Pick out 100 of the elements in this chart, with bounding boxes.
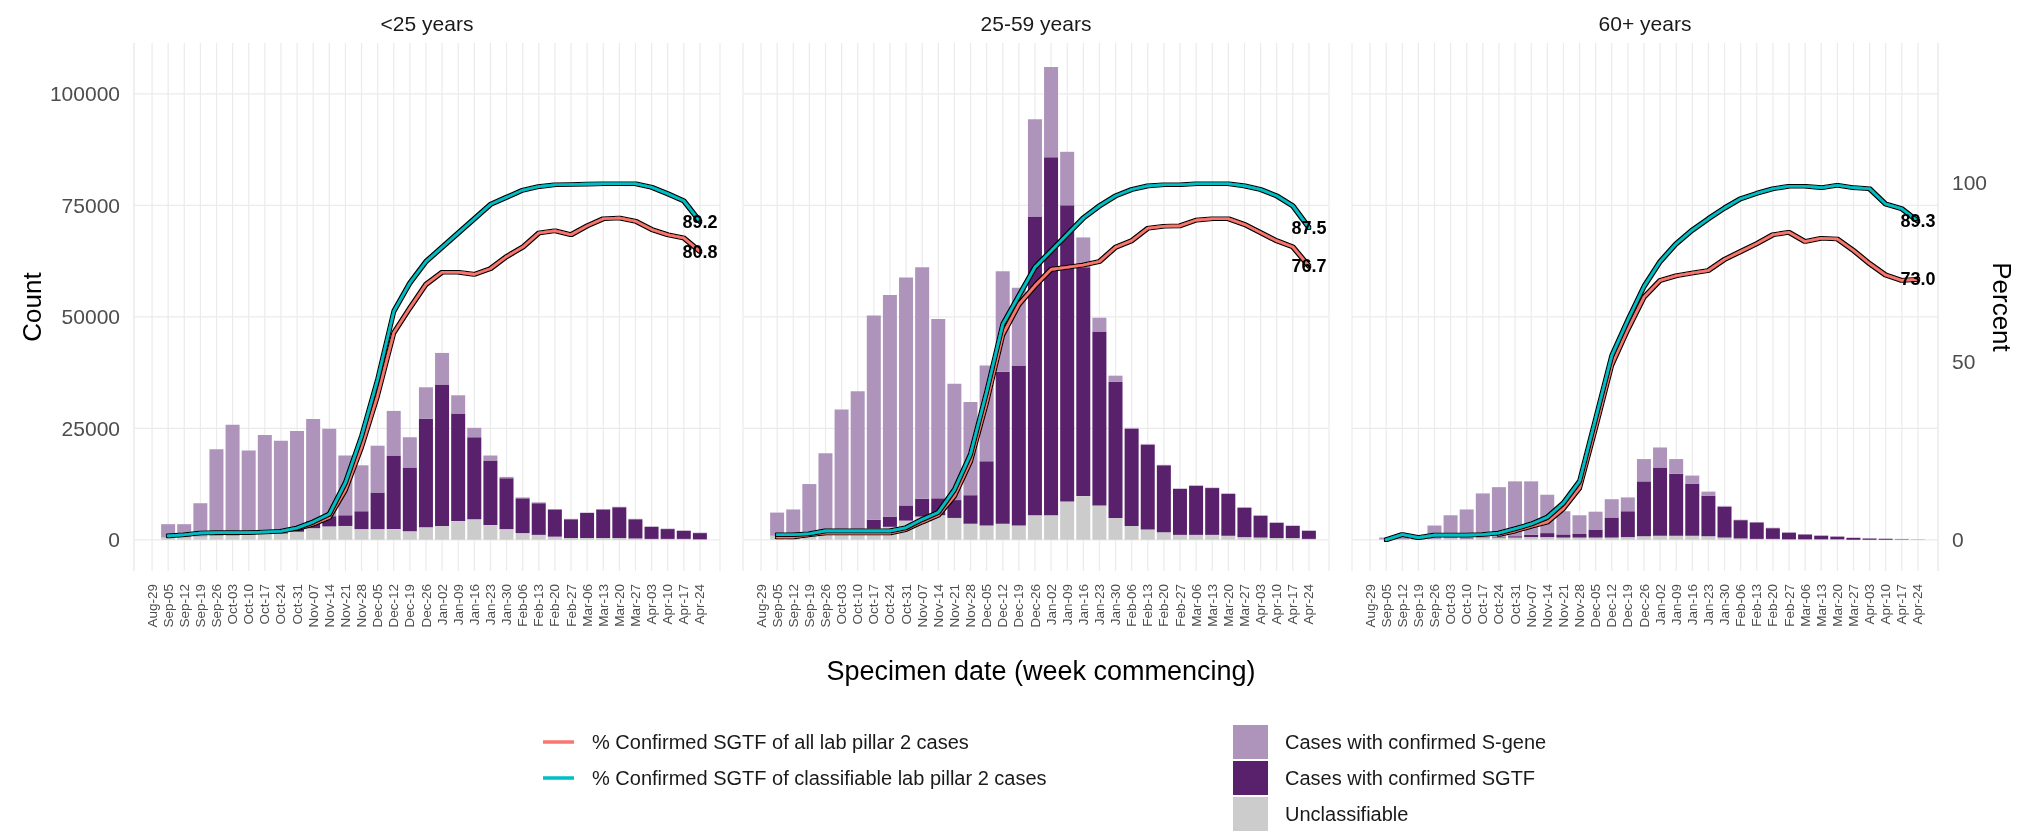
x-tick-label: Oct-03 bbox=[834, 584, 850, 625]
x-tick-label: Jan-16 bbox=[1075, 584, 1091, 626]
x-tick-label: Jan-23 bbox=[482, 584, 498, 626]
x-tick-label: Apr-03 bbox=[1253, 584, 1269, 625]
x-tick-label: Aug-29 bbox=[1362, 584, 1378, 628]
x-tick-label: Jan-16 bbox=[1684, 584, 1700, 626]
x-tick-label: Oct-24 bbox=[1491, 583, 1507, 625]
data-label: 89.2 bbox=[682, 211, 718, 232]
x-tick-label: Dec-26 bbox=[1027, 584, 1043, 628]
x-tick-label: Sep-19 bbox=[801, 584, 817, 628]
y-tick-label: 100000 bbox=[49, 82, 120, 106]
x-tick-label: Nov-28 bbox=[963, 584, 979, 628]
x-tick-label: Sep-12 bbox=[785, 584, 801, 628]
x-tick-label: Oct-24 bbox=[273, 583, 289, 625]
y-tick-label: 75000 bbox=[61, 193, 120, 217]
x-tick-label: Oct-10 bbox=[1459, 584, 1475, 625]
x-tick-label: Mar-20 bbox=[1220, 584, 1236, 627]
x-tick-label: Nov-14 bbox=[930, 583, 946, 628]
x-tick-label: Dec-19 bbox=[1620, 584, 1636, 628]
x-tick-label: Oct-17 bbox=[866, 584, 882, 625]
x-tick-label: Jan-09 bbox=[1059, 584, 1075, 626]
x-tick-label: Mar-06 bbox=[1188, 584, 1204, 627]
data-label: 76.7 bbox=[1291, 256, 1327, 277]
x-tick-label: Dec-12 bbox=[1604, 584, 1620, 628]
x-tick-label: Dec-19 bbox=[402, 584, 418, 628]
x-tick-label: Nov-07 bbox=[914, 584, 930, 628]
y-axis-title: Count bbox=[17, 272, 47, 342]
y2-axis-title: Percent bbox=[1987, 262, 2017, 352]
x-tick-label: Feb-06 bbox=[515, 584, 531, 627]
x-tick-label: Jan-09 bbox=[1668, 584, 1684, 626]
x-tick-label: Jan-02 bbox=[434, 584, 450, 626]
x-tick-label: Nov-07 bbox=[1523, 584, 1539, 628]
x-tick-label: Apr-03 bbox=[1862, 584, 1878, 625]
x-tick-label: Oct-24 bbox=[882, 583, 898, 625]
x-tick-label: Mar-13 bbox=[1204, 584, 1220, 627]
x-tick-label: Dec-26 bbox=[1636, 584, 1652, 628]
x-tick-label: Aug-29 bbox=[753, 584, 769, 628]
x-tick-label: Jan-02 bbox=[1652, 584, 1668, 626]
y2-tick-label: 0 bbox=[1952, 528, 1964, 552]
x-tick-label: Apr-10 bbox=[660, 584, 676, 625]
x-tick-label: Mar-20 bbox=[1829, 584, 1845, 627]
data-label: 87.5 bbox=[1291, 217, 1327, 238]
chart-title: 25-59 years bbox=[979, 12, 1093, 36]
legend-label: % Confirmed SGTF of classifiable lab pillar 2 cases bbox=[592, 766, 1047, 790]
x-tick-label: Oct-31 bbox=[898, 584, 914, 625]
x-tick-label: Nov-28 bbox=[1572, 584, 1588, 628]
y-tick-label: 50000 bbox=[61, 305, 120, 329]
data-label: 89.3 bbox=[1900, 211, 1936, 232]
x-tick-label: Nov-14 bbox=[1539, 583, 1555, 628]
x-tick-label: Sep-12 bbox=[1394, 584, 1410, 628]
y-tick-label: 25000 bbox=[61, 416, 120, 440]
x-tick-label: Feb-20 bbox=[1765, 584, 1781, 627]
x-tick-label: Oct-17 bbox=[1475, 584, 1491, 625]
x-tick-label: Apr-10 bbox=[1878, 584, 1894, 625]
x-tick-label: Mar-06 bbox=[579, 584, 595, 627]
x-tick-label: Mar-20 bbox=[611, 584, 627, 627]
x-tick-label: Sep-19 bbox=[1410, 584, 1426, 628]
x-tick-label: Sep-26 bbox=[1427, 584, 1443, 628]
x-axis-title: Specimen date (week commencing) bbox=[826, 656, 1256, 686]
x-tick-label: Apr-10 bbox=[1269, 584, 1285, 625]
x-tick-label: Mar-27 bbox=[627, 584, 643, 627]
x-tick-label: Nov-28 bbox=[354, 584, 370, 628]
x-tick-label: Oct-03 bbox=[225, 584, 241, 625]
x-tick-label: Dec-19 bbox=[1011, 584, 1027, 628]
x-tick-label: Apr-17 bbox=[1285, 584, 1301, 625]
x-tick-label: Sep-26 bbox=[209, 584, 225, 628]
x-tick-label: Oct-31 bbox=[1507, 584, 1523, 625]
x-tick-label: Feb-20 bbox=[1156, 584, 1172, 627]
x-tick-label: Jan-02 bbox=[1043, 584, 1059, 626]
x-tick-label: Oct-17 bbox=[257, 584, 273, 625]
x-tick-label: Sep-26 bbox=[818, 584, 834, 628]
x-tick-label: Sep-05 bbox=[160, 584, 176, 628]
x-tick-label: Sep-05 bbox=[1378, 584, 1394, 628]
x-tick-label: Dec-12 bbox=[995, 584, 1011, 628]
x-tick-label: Feb-13 bbox=[1749, 584, 1765, 627]
x-tick-label: Feb-27 bbox=[563, 584, 579, 627]
legend-label: Cases with confirmed S-gene bbox=[1285, 730, 1547, 754]
x-tick-label: Feb-27 bbox=[1172, 584, 1188, 627]
x-tick-label: Jan-23 bbox=[1700, 584, 1716, 626]
x-tick-label: Dec-26 bbox=[418, 584, 434, 628]
x-tick-label: Mar-13 bbox=[1813, 584, 1829, 627]
data-label: 73.0 bbox=[1900, 269, 1936, 290]
y-tick-label: 0 bbox=[108, 528, 120, 552]
x-tick-label: Apr-24 bbox=[692, 583, 708, 625]
x-tick-label: Oct-10 bbox=[241, 584, 257, 625]
x-tick-label: Jan-09 bbox=[450, 584, 466, 626]
legend-label: Unclassifiable bbox=[1285, 802, 1409, 826]
x-tick-label: Nov-21 bbox=[337, 584, 353, 628]
x-tick-label: Nov-21 bbox=[946, 584, 962, 628]
x-tick-label: Feb-27 bbox=[1781, 584, 1797, 627]
x-tick-label: Dec-05 bbox=[1588, 584, 1604, 628]
x-tick-label: Apr-24 bbox=[1301, 583, 1317, 625]
x-tick-label: Apr-17 bbox=[676, 584, 692, 625]
x-tick-label: Oct-31 bbox=[289, 584, 305, 625]
x-tick-label: Nov-14 bbox=[321, 583, 337, 628]
x-tick-label: Sep-05 bbox=[769, 584, 785, 628]
x-tick-label: Apr-03 bbox=[644, 584, 660, 625]
x-tick-label: Apr-24 bbox=[1910, 583, 1926, 625]
x-tick-label: Feb-06 bbox=[1124, 584, 1140, 627]
x-tick-label: Oct-03 bbox=[1443, 584, 1459, 625]
